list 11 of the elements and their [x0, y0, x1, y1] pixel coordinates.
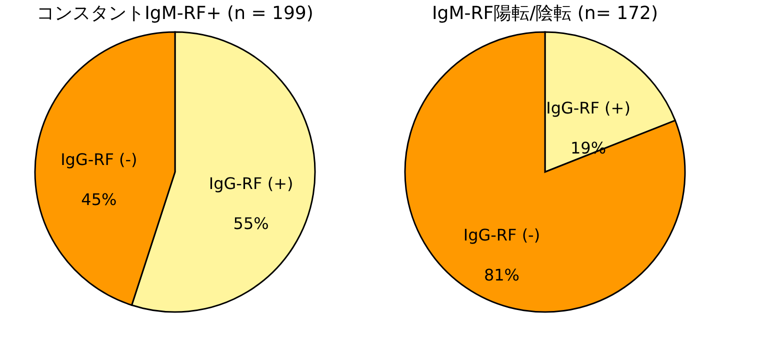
pie-slice — [404, 31, 686, 313]
data-label: 45% — [81, 190, 117, 209]
data-label: 19% — [570, 138, 606, 158]
chart-title: コンスタントIgM-RF+ (n = 199) — [36, 3, 314, 24]
data-label: 55% — [233, 214, 269, 234]
slice-label: IgG-RF (+) — [208, 174, 294, 194]
data-label: 81% — [484, 266, 520, 285]
chart-title: IgM-RF陽転/陰転 (n= 172) — [432, 3, 658, 24]
slice-label: IgG-RF (-) — [463, 226, 540, 245]
slice-label: IgG-RF (+) — [546, 98, 630, 118]
slice-label: IgG-RF (-) — [60, 150, 138, 169]
